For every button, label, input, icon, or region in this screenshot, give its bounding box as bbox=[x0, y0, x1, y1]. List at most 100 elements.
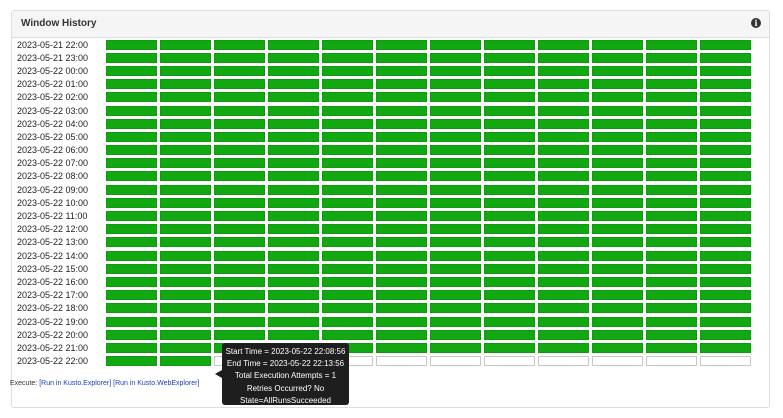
window-cell-succeeded[interactable] bbox=[376, 303, 427, 314]
window-cell-succeeded[interactable] bbox=[430, 224, 481, 235]
window-cell-succeeded[interactable] bbox=[322, 224, 373, 235]
window-cell-succeeded[interactable] bbox=[214, 250, 265, 261]
window-cell-succeeded[interactable] bbox=[646, 276, 697, 287]
window-cell-succeeded[interactable] bbox=[268, 39, 319, 50]
window-cell-succeeded[interactable] bbox=[646, 250, 697, 261]
window-cell-succeeded[interactable] bbox=[268, 184, 319, 195]
window-cell-succeeded[interactable] bbox=[268, 329, 319, 340]
window-cell-succeeded[interactable] bbox=[214, 197, 265, 208]
window-cell-succeeded[interactable] bbox=[322, 39, 373, 50]
window-cell-succeeded[interactable] bbox=[538, 329, 589, 340]
window-cell-succeeded[interactable] bbox=[592, 237, 643, 248]
window-cell-succeeded[interactable] bbox=[214, 237, 265, 248]
window-cell-succeeded[interactable] bbox=[592, 197, 643, 208]
window-cell-succeeded[interactable] bbox=[484, 276, 535, 287]
window-cell-succeeded[interactable] bbox=[430, 52, 481, 63]
window-cell-succeeded[interactable] bbox=[214, 224, 265, 235]
window-cell-succeeded[interactable] bbox=[592, 329, 643, 340]
window-cell-succeeded[interactable] bbox=[538, 65, 589, 76]
window-cell-succeeded[interactable] bbox=[214, 79, 265, 90]
window-cell-succeeded[interactable] bbox=[268, 171, 319, 182]
window-cell-empty[interactable] bbox=[538, 356, 589, 367]
window-cell-succeeded[interactable] bbox=[700, 171, 751, 182]
window-cell-succeeded[interactable] bbox=[106, 237, 157, 248]
window-cell-succeeded[interactable] bbox=[322, 197, 373, 208]
window-cell-succeeded[interactable] bbox=[268, 250, 319, 261]
window-cell-succeeded[interactable] bbox=[484, 237, 535, 248]
window-cell-succeeded[interactable] bbox=[106, 145, 157, 156]
window-cell-succeeded[interactable] bbox=[214, 316, 265, 327]
window-cell-succeeded[interactable] bbox=[160, 79, 211, 90]
window-cell-succeeded[interactable] bbox=[106, 184, 157, 195]
window-cell-succeeded[interactable] bbox=[160, 316, 211, 327]
window-cell-succeeded[interactable] bbox=[484, 303, 535, 314]
window-cell-empty[interactable] bbox=[646, 356, 697, 367]
window-cell-succeeded[interactable] bbox=[430, 263, 481, 274]
window-cell-succeeded[interactable] bbox=[160, 92, 211, 103]
window-cell-succeeded[interactable] bbox=[268, 79, 319, 90]
window-cell-succeeded[interactable] bbox=[214, 145, 265, 156]
window-cell-succeeded[interactable] bbox=[214, 329, 265, 340]
window-cell-succeeded[interactable] bbox=[214, 276, 265, 287]
window-cell-succeeded[interactable] bbox=[160, 237, 211, 248]
window-cell-succeeded[interactable] bbox=[538, 158, 589, 169]
window-cell-succeeded[interactable] bbox=[484, 105, 535, 116]
window-cell-succeeded[interactable] bbox=[538, 39, 589, 50]
window-cell-succeeded[interactable] bbox=[484, 211, 535, 222]
window-cell-succeeded[interactable] bbox=[106, 92, 157, 103]
window-cell-succeeded[interactable] bbox=[646, 105, 697, 116]
window-cell-empty[interactable] bbox=[430, 356, 481, 367]
window-cell-succeeded[interactable] bbox=[376, 342, 427, 353]
window-cell-succeeded[interactable] bbox=[322, 92, 373, 103]
window-cell-succeeded[interactable] bbox=[160, 118, 211, 129]
window-cell-succeeded[interactable] bbox=[376, 131, 427, 142]
window-cell-succeeded[interactable] bbox=[646, 39, 697, 50]
window-cell-succeeded[interactable] bbox=[268, 105, 319, 116]
run-in-kusto-explorer-link[interactable]: [Run in Kusto.Explorer] bbox=[39, 380, 112, 387]
window-cell-succeeded[interactable] bbox=[160, 158, 211, 169]
window-cell-succeeded[interactable] bbox=[376, 145, 427, 156]
window-cell-succeeded[interactable] bbox=[430, 211, 481, 222]
window-cell-succeeded[interactable] bbox=[484, 290, 535, 301]
window-cell-empty[interactable] bbox=[592, 356, 643, 367]
window-cell-succeeded[interactable] bbox=[376, 79, 427, 90]
window-cell-succeeded[interactable] bbox=[160, 52, 211, 63]
window-cell-succeeded[interactable] bbox=[484, 171, 535, 182]
window-cell-succeeded[interactable] bbox=[106, 316, 157, 327]
window-cell-succeeded[interactable] bbox=[106, 52, 157, 63]
window-cell-succeeded[interactable] bbox=[160, 342, 211, 353]
window-cell-succeeded[interactable] bbox=[430, 303, 481, 314]
window-cell-succeeded[interactable] bbox=[538, 342, 589, 353]
window-cell-succeeded[interactable] bbox=[646, 52, 697, 63]
window-cell-succeeded[interactable] bbox=[646, 263, 697, 274]
window-cell-succeeded[interactable] bbox=[700, 211, 751, 222]
window-cell-succeeded[interactable] bbox=[484, 118, 535, 129]
window-cell-succeeded[interactable] bbox=[214, 171, 265, 182]
window-cell-succeeded[interactable] bbox=[106, 79, 157, 90]
window-cell-succeeded[interactable] bbox=[700, 65, 751, 76]
window-cell-empty[interactable] bbox=[700, 356, 751, 367]
window-cell-succeeded[interactable] bbox=[538, 184, 589, 195]
window-cell-succeeded[interactable] bbox=[268, 276, 319, 287]
window-cell-succeeded[interactable] bbox=[430, 184, 481, 195]
window-cell-succeeded[interactable] bbox=[322, 263, 373, 274]
window-cell-succeeded[interactable] bbox=[592, 118, 643, 129]
window-cell-succeeded[interactable] bbox=[538, 118, 589, 129]
window-cell-succeeded[interactable] bbox=[538, 171, 589, 182]
window-cell-succeeded[interactable] bbox=[592, 290, 643, 301]
window-cell-succeeded[interactable] bbox=[376, 171, 427, 182]
window-cell-succeeded[interactable] bbox=[268, 145, 319, 156]
window-cell-succeeded[interactable] bbox=[700, 316, 751, 327]
window-cell-succeeded[interactable] bbox=[160, 65, 211, 76]
window-cell-succeeded[interactable] bbox=[700, 131, 751, 142]
window-cell-succeeded[interactable] bbox=[592, 184, 643, 195]
window-cell-succeeded[interactable] bbox=[322, 79, 373, 90]
window-cell-succeeded[interactable] bbox=[646, 158, 697, 169]
window-cell-succeeded[interactable] bbox=[160, 290, 211, 301]
window-cell-succeeded[interactable] bbox=[214, 290, 265, 301]
window-cell-succeeded[interactable] bbox=[322, 65, 373, 76]
window-cell-succeeded[interactable] bbox=[592, 342, 643, 353]
window-cell-succeeded[interactable] bbox=[484, 131, 535, 142]
window-cell-succeeded[interactable] bbox=[538, 263, 589, 274]
window-cell-succeeded[interactable] bbox=[322, 118, 373, 129]
